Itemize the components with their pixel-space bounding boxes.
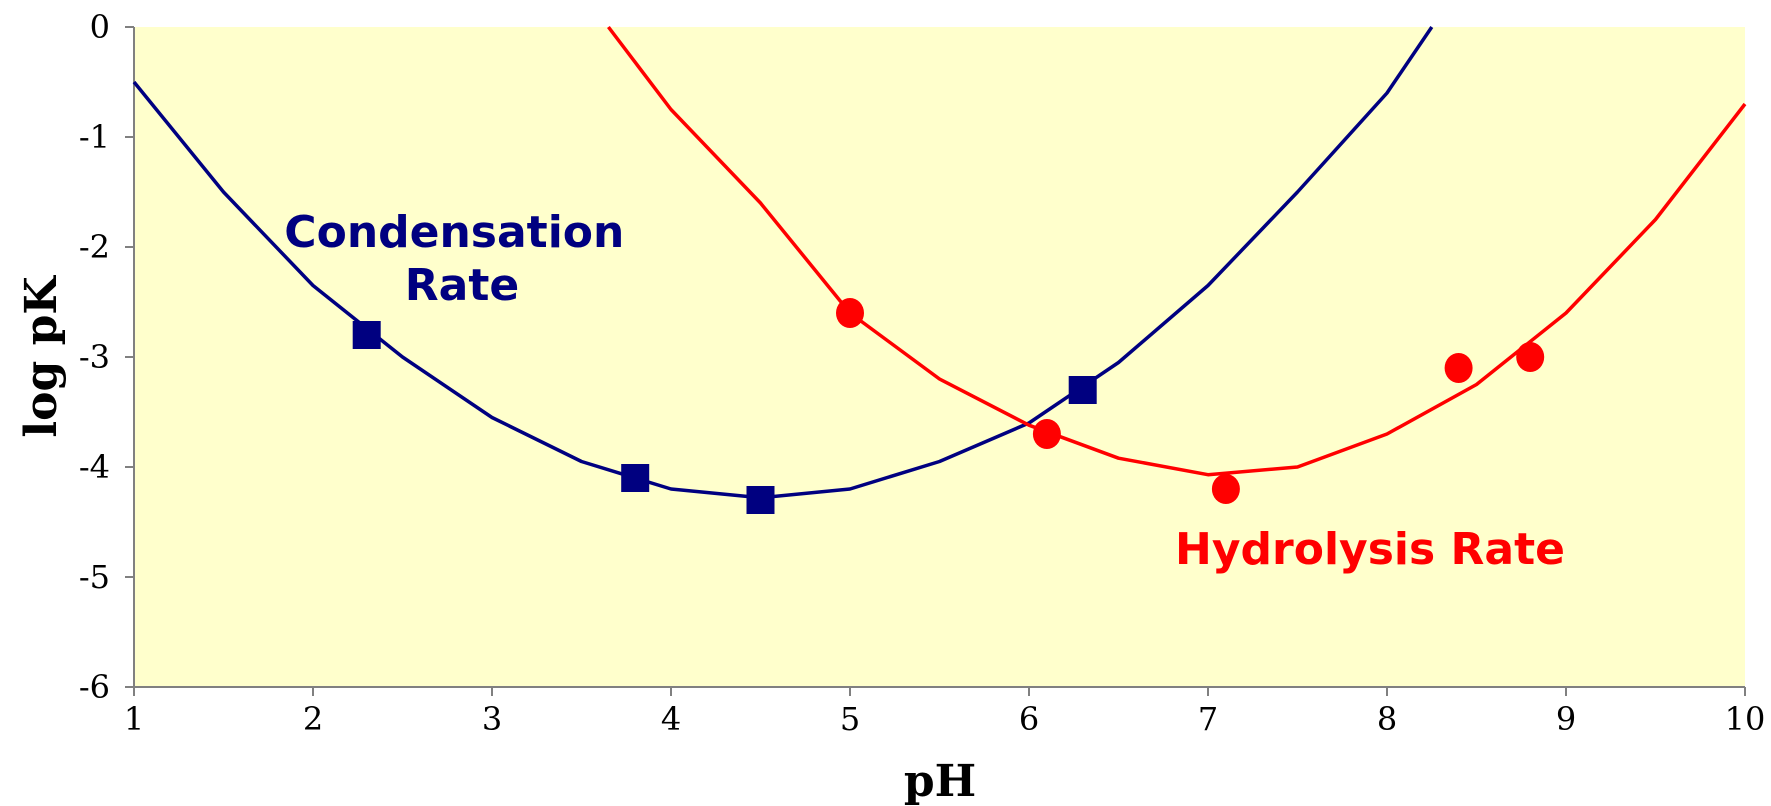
x-tick-label: 10 xyxy=(1725,700,1766,738)
condensation-data-point xyxy=(352,321,381,349)
condensation-annotation: Condensation Rate xyxy=(284,207,639,311)
hydrolysis-data-point xyxy=(1032,419,1061,449)
y-tick-label: 0 xyxy=(90,8,110,46)
x-tick-label: 8 xyxy=(1377,700,1397,738)
hydrolysis-data-point xyxy=(1516,342,1545,372)
data-markers xyxy=(352,298,1545,514)
condensation-data-point xyxy=(1068,376,1097,404)
x-tick-label: 4 xyxy=(661,700,681,738)
y-tick-label: -5 xyxy=(79,558,110,596)
condensation-annotation-line1: Condensation xyxy=(284,207,624,258)
y-tick-label: -4 xyxy=(79,448,110,486)
x-tick-label: 6 xyxy=(1019,700,1039,738)
x-tick-label: 5 xyxy=(840,700,860,738)
x-tick-label: 7 xyxy=(1198,700,1218,738)
x-axis-title: pH xyxy=(904,756,976,806)
plot-area xyxy=(134,27,1745,687)
condensation-annotation-line2: Rate xyxy=(405,260,519,311)
hydrolysis-data-point xyxy=(836,298,864,328)
hydrolysis-data-point xyxy=(1211,474,1240,504)
axes: 1 2 3 4 5 6 7 8 9 10 0 -1 -2 -3 -4 -5 -6 xyxy=(79,8,1766,738)
y-tick-label: -2 xyxy=(79,228,110,266)
condensation-data-point xyxy=(621,464,650,492)
x-tick-label: 9 xyxy=(1556,700,1576,738)
y-tick-label: -6 xyxy=(79,668,110,706)
y-tick-label: -1 xyxy=(79,118,110,156)
hydrolysis-fit-curve xyxy=(607,25,1747,477)
y-axis-title: log pK xyxy=(16,275,67,438)
x-tick-label: 2 xyxy=(303,700,323,738)
x-tick-label: 3 xyxy=(482,700,502,738)
y-tick-label: -3 xyxy=(79,338,110,376)
condensation-data-point xyxy=(746,486,775,514)
hydrolysis-annotation: Hydrolysis Rate xyxy=(1175,524,1565,575)
x-tick-label: 1 xyxy=(124,700,144,738)
hydrolysis-data-point xyxy=(1444,353,1473,383)
